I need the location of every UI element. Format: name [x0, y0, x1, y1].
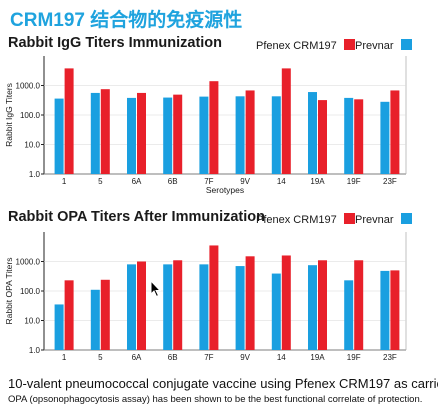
bar-pfenex-23F: [390, 90, 400, 174]
bar-pfenex-14: [281, 68, 291, 174]
bar-prevnar-23F: [380, 101, 390, 174]
page-title: CRM197 结合物的免疫源性: [10, 10, 243, 31]
x-tick-label: 1: [62, 353, 67, 362]
x-tick-label: 19A: [310, 353, 325, 362]
bar-pfenex-1: [64, 68, 74, 174]
bar-prevnar-5: [90, 92, 100, 174]
legend-label-prevnar: Prevnar: [355, 40, 394, 52]
x-tick-label: 9V: [240, 353, 250, 362]
bar-prevnar-6A: [127, 97, 136, 174]
bar-prevnar-6B: [163, 97, 173, 174]
bar-prevnar-1: [54, 98, 64, 174]
bar-pfenex-9V: [245, 256, 255, 350]
x-tick-label: 9V: [240, 177, 250, 186]
bar-prevnar-1: [54, 304, 64, 350]
y-tick-label: 1000.0: [16, 82, 41, 91]
bar-prevnar-7F: [199, 264, 209, 350]
legend-label-prevnar: Prevnar: [355, 214, 394, 226]
bar-prevnar-5: [90, 289, 100, 350]
y-tick-label: 10.0: [24, 141, 40, 150]
legend-label-pfenex: Pfenex CRM197: [256, 40, 337, 52]
y-tick-label: 100.0: [20, 111, 41, 120]
bar-pfenex-19F: [354, 99, 364, 174]
x-axis-label: Serotypes: [206, 185, 244, 195]
footer-note: OPA (opsonophagocytosis assay) has been …: [8, 394, 423, 405]
x-tick-label: 19F: [347, 353, 361, 362]
bar-pfenex-6A: [137, 261, 146, 350]
y-tick-label: 100.0: [20, 287, 41, 296]
x-tick-label: 14: [277, 353, 286, 362]
x-tick-label: 5: [98, 353, 103, 362]
x-tick-label: 6A: [132, 353, 142, 362]
x-tick-label: 6A: [132, 177, 142, 186]
bar-prevnar-19A: [308, 265, 317, 350]
bar-prevnar-6A: [127, 264, 136, 350]
bar-pfenex-6B: [173, 94, 183, 174]
x-tick-label: 23F: [383, 177, 397, 186]
bar-prevnar-6B: [163, 264, 173, 350]
bar-prevnar-14: [271, 96, 281, 174]
bar-pfenex-7F: [209, 245, 219, 350]
x-tick-label: 23F: [383, 353, 397, 362]
y-axis-label: Rabbit OPA Titers: [4, 258, 14, 325]
x-tick-label: 14: [277, 177, 286, 186]
x-tick-label: 7F: [204, 353, 213, 362]
chart1-title: Rabbit IgG Titers Immunization: [8, 35, 223, 51]
y-tick-label: 10.0: [24, 317, 40, 326]
chart1-legend-pfenex: Pfenex CRM197: [256, 39, 355, 52]
bar-prevnar-9V: [235, 266, 245, 350]
bar-pfenex-5: [100, 279, 110, 350]
x-tick-label: 6B: [168, 177, 178, 186]
legend-swatch-prevnar: [400, 39, 412, 50]
bar-prevnar-14: [271, 273, 281, 350]
legend-swatch-pfenex: [343, 39, 355, 50]
x-tick-label: 19A: [310, 177, 325, 186]
bar-pfenex-19A: [318, 100, 327, 174]
y-tick-label: 1.0: [29, 346, 41, 355]
x-tick-label: 19F: [347, 177, 361, 186]
x-tick-label: 6B: [168, 353, 178, 362]
bar-prevnar-9V: [235, 96, 245, 174]
y-tick-label: 1.0: [29, 170, 41, 179]
footer-caption: 10-valent pneumococcal conjugate vaccine…: [8, 376, 438, 391]
bar-prevnar-19F: [344, 97, 354, 174]
bar-pfenex-14: [281, 255, 291, 350]
chart2-legend-pfenex: Pfenex CRM197: [256, 213, 355, 226]
bar-prevnar-23F: [380, 270, 390, 350]
legend-swatch-prevnar: [400, 213, 412, 224]
y-axis-label: Rabbit IgG Titers: [4, 83, 14, 147]
mouse-cursor-icon: [150, 280, 162, 298]
legend-label-pfenex: Pfenex CRM197: [256, 214, 337, 226]
bar-pfenex-6A: [137, 92, 146, 174]
bar-pfenex-9V: [245, 90, 255, 174]
x-tick-label: 7F: [204, 177, 213, 186]
bar-prevnar-19F: [344, 280, 354, 350]
bar-pfenex-6B: [173, 260, 183, 350]
bar-pfenex-1: [64, 280, 74, 350]
bar-pfenex-19F: [354, 260, 364, 350]
chart1-legend-prevnar: Prevnar: [355, 39, 412, 52]
chart2-legend-prevnar: Prevnar: [355, 213, 412, 226]
chart2-title: Rabbit OPA Titers After Immunization: [8, 209, 265, 225]
bar-prevnar-7F: [199, 96, 209, 174]
bar-pfenex-19A: [318, 260, 327, 350]
legend-swatch-pfenex: [343, 213, 355, 224]
y-tick-label: 1000.0: [16, 258, 41, 267]
bar-pfenex-7F: [209, 81, 219, 174]
x-tick-label: 5: [98, 177, 103, 186]
x-tick-label: 1: [62, 177, 67, 186]
bar-prevnar-19A: [308, 92, 317, 174]
bar-pfenex-5: [100, 89, 110, 174]
bar-pfenex-23F: [390, 270, 400, 350]
